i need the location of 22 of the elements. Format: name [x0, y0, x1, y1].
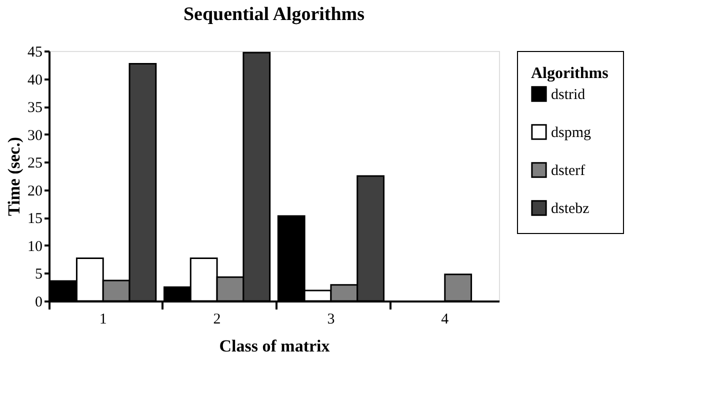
y-tick-label: 45	[28, 44, 42, 60]
legend-label: dsterf	[551, 163, 586, 179]
y-tick-label: 35	[28, 100, 42, 116]
y-tick-label: 5	[35, 266, 42, 283]
y-tick-label: 15	[28, 211, 42, 228]
y-tick-label: 0	[35, 294, 42, 310]
x-tick-label: 3	[327, 312, 335, 328]
y-tick-label: 30	[28, 128, 42, 144]
x-tick-label: 4	[441, 312, 450, 328]
y-tick-label: 10	[28, 238, 42, 255]
y-tick-label: 40	[28, 72, 42, 88]
legend-label: dstrid	[551, 87, 586, 103]
chart-title: Sequential Algorithms	[183, 4, 365, 25]
x-axis-title: Class of matrix	[219, 336, 330, 356]
legend-title: Algorithms	[531, 65, 608, 82]
x-tick-label: 1	[99, 312, 107, 328]
legend-label: dspmg	[551, 125, 592, 141]
y-tick-label: 20	[28, 183, 42, 200]
y-tick-label: 25	[28, 156, 42, 172]
legend-label: dstebz	[551, 201, 590, 217]
y-axis-title: Time (sec.)	[4, 137, 24, 216]
x-tick-label: 2	[213, 312, 221, 328]
